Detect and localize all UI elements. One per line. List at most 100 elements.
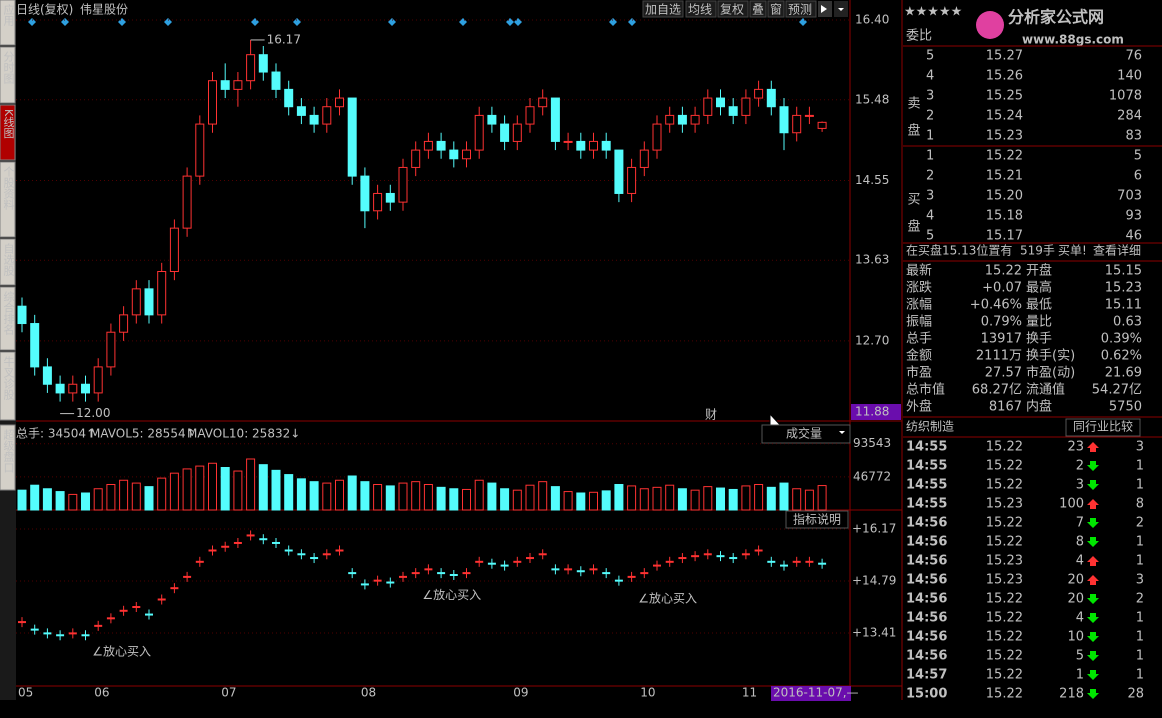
select-arrow xyxy=(839,431,845,434)
tick-time: 14:56 xyxy=(906,573,947,588)
volume-bar xyxy=(462,488,471,511)
tick-price: 15.23 xyxy=(986,554,1023,569)
candle-body xyxy=(106,331,116,368)
sidebar-button[interactable] xyxy=(0,104,16,161)
candle-body xyxy=(563,140,573,143)
candle-body xyxy=(195,123,205,177)
stat-label: 外盘 xyxy=(906,399,932,415)
volume-bar xyxy=(169,472,179,511)
toolbar-button[interactable] xyxy=(717,0,749,18)
event-marker[interactable] xyxy=(388,18,396,26)
stock-name: 伟星股份 xyxy=(80,3,128,17)
book-price: 15.24 xyxy=(986,109,1023,124)
book-level: 5 xyxy=(926,49,934,64)
stat-value: 5750 xyxy=(1109,400,1142,415)
y-tick-label: 14.55 xyxy=(855,173,889,187)
x-tick-label: 08 xyxy=(361,686,376,700)
sidebar-button[interactable] xyxy=(0,424,16,491)
tick-price: 15.22 xyxy=(986,630,1023,645)
volume-legend: 总手: 34504↑ xyxy=(16,427,96,441)
tick-arrow xyxy=(1087,594,1099,604)
volume-bar xyxy=(512,489,522,511)
toolbar-button[interactable] xyxy=(767,0,785,18)
toolbar-button[interactable] xyxy=(685,0,717,18)
order-ratio-label: 委比 xyxy=(906,29,932,44)
indicator-select[interactable] xyxy=(761,424,851,444)
volume-bar xyxy=(195,465,205,511)
sidebar-button[interactable] xyxy=(0,46,16,104)
volume-bar xyxy=(106,484,116,511)
event-marker[interactable] xyxy=(609,18,617,26)
book-volume: 703 xyxy=(1117,189,1142,204)
stat-label: 最高 xyxy=(1026,280,1052,296)
toolbar-button[interactable] xyxy=(642,0,684,18)
stat-value: 21.69 xyxy=(1105,366,1142,381)
sidebar-label: 应用 xyxy=(2,3,15,27)
book-level: 1 xyxy=(926,149,934,164)
y-tick-label: 15.48 xyxy=(855,92,889,106)
tick-arrow xyxy=(1087,537,1099,547)
indicator-help-button[interactable] xyxy=(785,510,849,529)
book-volume: 83 xyxy=(1125,129,1142,144)
candle-body xyxy=(335,97,344,108)
stat-label: 市盈(动) xyxy=(1026,365,1075,381)
candle-body xyxy=(246,54,256,82)
sidebar-button[interactable] xyxy=(0,351,16,421)
stat-value: +0.46% xyxy=(970,298,1022,313)
event-marker[interactable] xyxy=(293,18,301,26)
stat-label: 换手(实) xyxy=(1026,349,1075,364)
tick-volume: 10 xyxy=(1067,630,1084,645)
candle-body xyxy=(398,166,408,203)
volume-bar xyxy=(296,478,306,511)
nav-arrow xyxy=(821,5,827,13)
notice-text: 买单! xyxy=(1058,244,1087,258)
sidebar-button[interactable] xyxy=(0,0,16,46)
cursor-price-bg xyxy=(851,404,901,420)
cursor-date: 2016-11-07,— xyxy=(773,686,859,700)
book-level: 4 xyxy=(926,209,934,224)
toolbar-label: 窗 xyxy=(770,3,782,17)
tick-time: 14:57 xyxy=(906,668,947,683)
book-price: 15.21 xyxy=(986,169,1023,184)
tick-price: 15.22 xyxy=(986,535,1023,550)
industry[interactable]: 纺织制造 xyxy=(906,420,954,434)
tick-time: 14:55 xyxy=(906,459,947,474)
volume-bar xyxy=(474,479,484,511)
tick-count: 1 xyxy=(1136,554,1144,569)
tick-volume: 4 xyxy=(1076,554,1084,569)
event-marker[interactable] xyxy=(628,18,636,26)
candle-body xyxy=(30,323,40,368)
volume-bar xyxy=(258,464,268,511)
candle-body xyxy=(525,106,535,125)
sidebar-label: 牛叉诊股 xyxy=(2,355,15,401)
event-marker[interactable] xyxy=(164,18,172,26)
candle-body xyxy=(220,80,230,90)
sidebar-button[interactable] xyxy=(0,286,16,351)
x-tick-label: 11 xyxy=(742,686,757,700)
toolbar-button[interactable] xyxy=(785,0,817,18)
sidebar-button[interactable] xyxy=(0,238,16,286)
book-volume: 93 xyxy=(1125,209,1142,224)
stat-label: 流通值 xyxy=(1026,382,1065,398)
stat-value: 15.11 xyxy=(1105,298,1142,313)
y-tick-label: 11.88 xyxy=(855,405,889,419)
finance-marker[interactable]: 财 xyxy=(705,408,717,422)
candle-body xyxy=(423,140,433,151)
volume-bar xyxy=(144,486,154,511)
event-marker[interactable] xyxy=(61,18,69,26)
candle-body xyxy=(690,114,700,125)
stat-label: 开盘 xyxy=(1026,263,1052,279)
candle-body xyxy=(474,114,484,151)
notice-link[interactable]: 查看详细 xyxy=(1093,243,1141,258)
sidebar-button[interactable] xyxy=(0,161,16,238)
event-marker[interactable] xyxy=(28,18,36,26)
stat-value: 0.39% xyxy=(1101,332,1142,347)
compare-button[interactable] xyxy=(1065,418,1141,437)
tick-volume: 4 xyxy=(1076,611,1084,626)
book-level: 4 xyxy=(926,69,934,84)
toolbar-button[interactable] xyxy=(749,0,767,18)
candle-body xyxy=(258,54,268,73)
volume-bar xyxy=(627,485,637,511)
logo-icon xyxy=(976,11,1004,39)
